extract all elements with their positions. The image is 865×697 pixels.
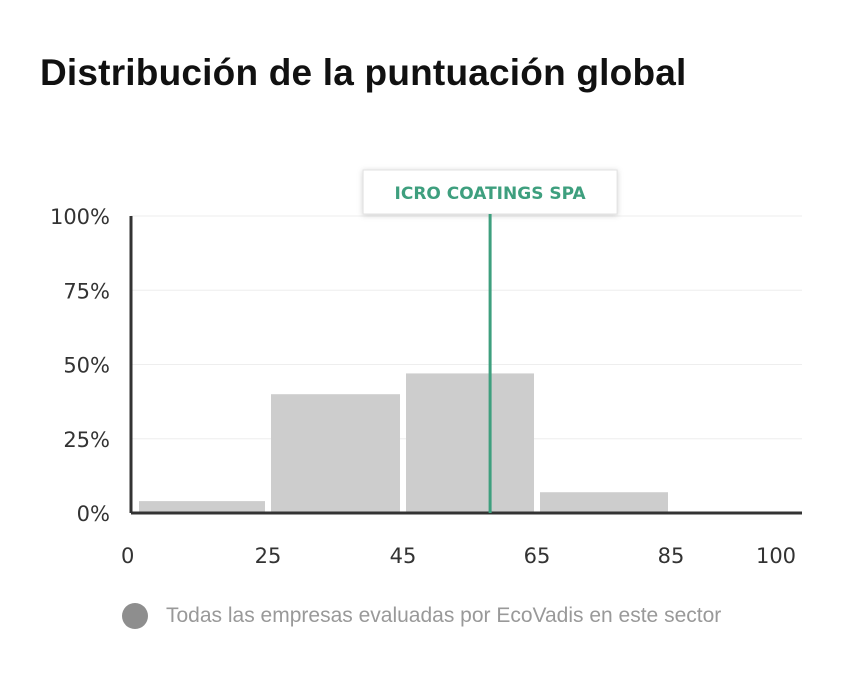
chart-title: Distribución de la puntuación global	[40, 52, 687, 93]
bar-25-45	[271, 394, 400, 513]
company-marker-label-box	[362, 169, 618, 215]
histogram-bars	[139, 373, 668, 513]
x-tick-label: 45	[390, 544, 417, 568]
legend-label: Todas las empresas evaluadas por EcoVadi…	[166, 604, 722, 627]
legend-swatch	[122, 603, 148, 629]
company-marker: ICRO COATINGS SPA	[362, 169, 618, 513]
y-tick-label: 25%	[63, 428, 110, 452]
company-marker-label: ICRO COATINGS SPA	[395, 184, 587, 204]
bar-45-65	[406, 373, 534, 513]
axes	[129, 216, 802, 515]
y-axis-ticks: 0% 25% 50% 75% 100%	[50, 205, 110, 526]
bar-0-25	[139, 501, 265, 513]
x-tick-label: 0	[121, 544, 134, 568]
x-tick-label: 85	[658, 544, 685, 568]
legend: Todas las empresas evaluadas por EcoVadi…	[122, 603, 721, 629]
y-tick-label: 50%	[63, 354, 110, 378]
y-tick-label: 100%	[50, 205, 110, 229]
y-tick-label: 75%	[63, 279, 110, 303]
x-tick-label: 25	[255, 544, 282, 568]
gridlines	[131, 215, 802, 440]
x-tick-label: 65	[524, 544, 551, 568]
bar-65-85	[540, 492, 668, 513]
x-axis-ticks: 0 25 45 65 85 100	[121, 544, 796, 568]
y-tick-label: 0%	[77, 502, 110, 526]
x-tick-label: 100	[756, 544, 796, 568]
